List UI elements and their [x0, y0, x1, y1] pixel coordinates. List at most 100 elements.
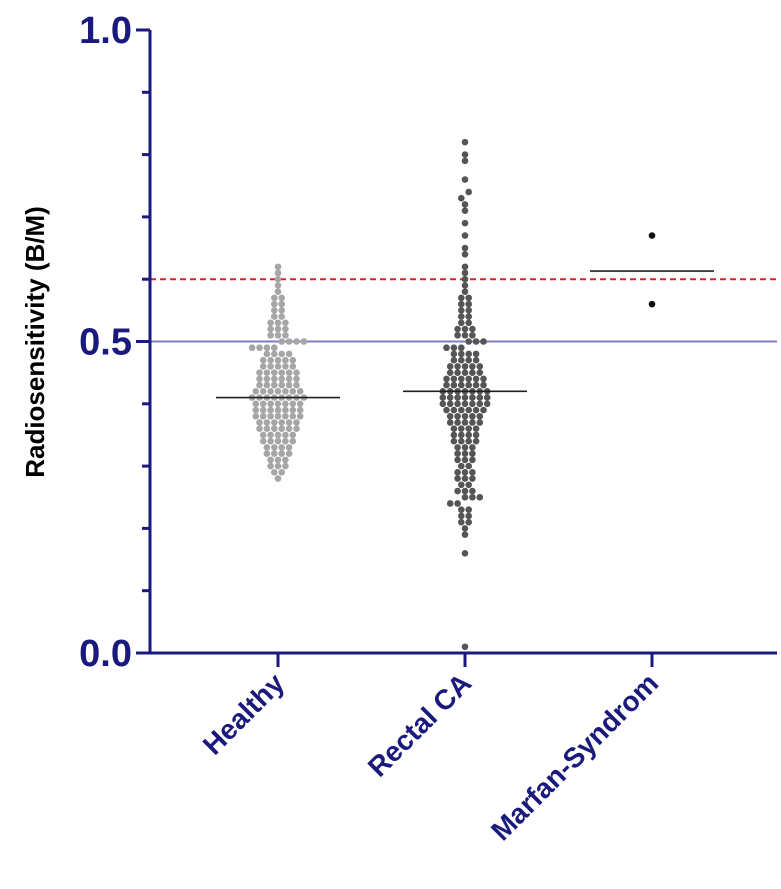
data-point: [252, 406, 260, 414]
data-point: [267, 437, 274, 445]
data-point: [469, 331, 476, 339]
data-point: [483, 400, 491, 408]
data-point: [458, 481, 465, 489]
data-point: [458, 194, 465, 202]
data-point: [461, 219, 469, 227]
data-point: [461, 394, 469, 401]
data-point: [476, 412, 484, 420]
data-point: [461, 269, 469, 277]
data-point: [472, 437, 480, 445]
data-point: [461, 288, 469, 295]
data-point: [446, 419, 454, 426]
data-point: [454, 456, 461, 464]
data-point: [271, 313, 278, 320]
data-point: [256, 381, 263, 389]
data-point: [454, 419, 461, 426]
data-point: [461, 232, 469, 239]
data-point: [293, 419, 300, 426]
data-point: [252, 412, 260, 420]
data-point: [461, 493, 469, 501]
category-label: Marfan-Syndrom: [485, 667, 664, 846]
data-point: [271, 300, 278, 308]
data-point: [252, 388, 260, 395]
data-point: [285, 419, 293, 426]
data-point: [483, 394, 491, 401]
data-point: [465, 425, 473, 433]
data-point: [450, 350, 458, 358]
data-point: [465, 319, 473, 327]
data-point: [278, 307, 286, 314]
data-point: [461, 525, 469, 532]
data-point: [263, 375, 271, 383]
data-point: [461, 469, 469, 476]
data-point: [282, 431, 289, 439]
data-point: [469, 493, 476, 501]
data-point: [446, 400, 454, 408]
data-point: [285, 450, 293, 457]
data-point: [439, 400, 447, 408]
data-point: [454, 487, 461, 495]
data-point: [461, 250, 469, 258]
data-point: [469, 450, 476, 457]
data-point: [278, 425, 286, 433]
data-point: [274, 356, 282, 364]
data-point: [296, 388, 304, 395]
data-point: [271, 444, 278, 451]
data-point: [274, 412, 282, 420]
data-point: [289, 406, 297, 414]
data-point: [274, 288, 282, 295]
data-point: [446, 369, 454, 376]
data-point: [465, 300, 473, 308]
data-point: [274, 388, 282, 395]
axis-labels: 0.0 0.5 1.0 Healthy Rectal CA Marfan-Syndrom R…: [20, 10, 664, 847]
data-point: [278, 444, 286, 451]
data-point: [274, 269, 282, 277]
data-point: [285, 425, 293, 433]
data-point: [472, 406, 480, 414]
data-point: [465, 294, 473, 302]
data-point: [274, 331, 282, 339]
data-point: [259, 437, 267, 445]
data-point: [443, 344, 450, 352]
data-point: [458, 425, 465, 433]
data-point: [454, 325, 461, 333]
data-point: [465, 437, 473, 445]
data-point: [461, 138, 469, 146]
data-point: [282, 406, 289, 414]
data-point: [461, 412, 469, 420]
y-tick-label: 0.0: [79, 633, 132, 675]
data-point: [446, 412, 454, 420]
data-point: [259, 400, 267, 408]
data-point: [469, 400, 476, 408]
data-point: [458, 506, 465, 514]
data-point: [293, 425, 300, 433]
data-point: [278, 313, 286, 320]
data-point: [461, 325, 469, 333]
data-point: [480, 406, 487, 414]
data-point: [282, 388, 289, 395]
data-point: [450, 381, 458, 389]
data-point: [274, 406, 282, 414]
data-point: [454, 394, 461, 401]
data-point: [267, 431, 274, 439]
data-point: [267, 331, 274, 339]
data-point: [285, 369, 293, 376]
data-point: [454, 475, 461, 482]
data-point: [267, 363, 274, 370]
data-point: [454, 412, 461, 420]
data-point: [274, 456, 282, 464]
data-point: [476, 363, 484, 370]
data-point: [274, 400, 282, 408]
data-point: [271, 419, 278, 426]
data-point: [465, 338, 473, 345]
data-point: [259, 356, 267, 364]
data-point: [454, 450, 461, 457]
data-point: [271, 350, 278, 358]
data-point: [289, 437, 297, 445]
data-point: [469, 412, 476, 420]
data-point: [465, 506, 473, 514]
data-point: [282, 456, 289, 464]
data-point: [461, 331, 469, 339]
data-point: [465, 406, 473, 414]
